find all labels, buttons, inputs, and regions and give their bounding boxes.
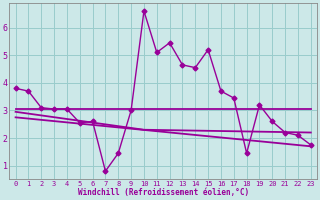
X-axis label: Windchill (Refroidissement éolien,°C): Windchill (Refroidissement éolien,°C) (78, 188, 249, 197)
